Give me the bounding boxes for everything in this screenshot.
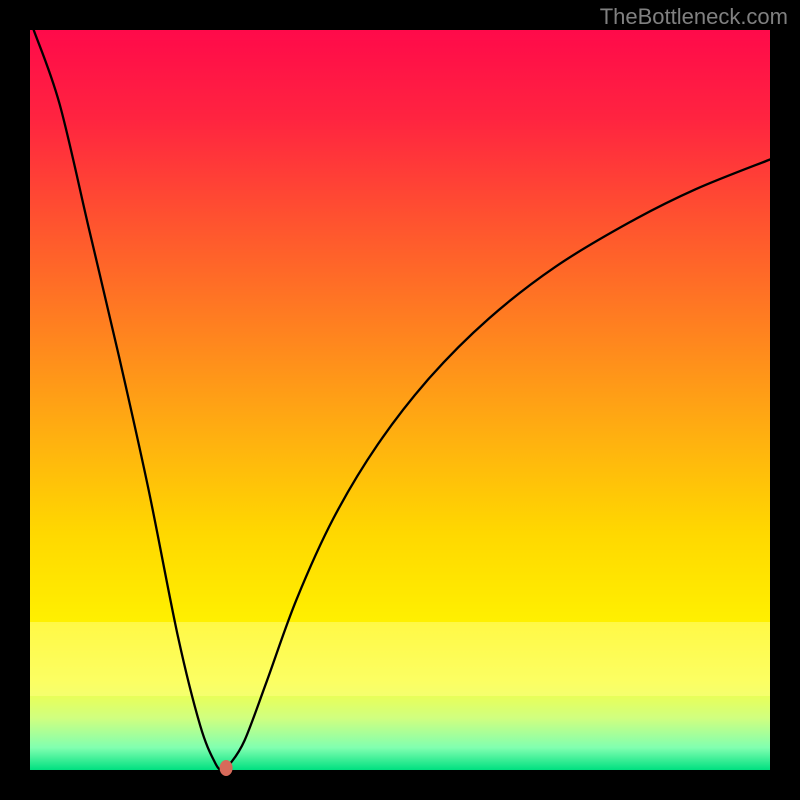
watermark-text: TheBottleneck.com (600, 4, 788, 30)
highlight-band (30, 622, 770, 696)
bottleneck-chart (0, 0, 800, 800)
minimum-marker (220, 760, 233, 776)
chart-frame: TheBottleneck.com (0, 0, 800, 800)
